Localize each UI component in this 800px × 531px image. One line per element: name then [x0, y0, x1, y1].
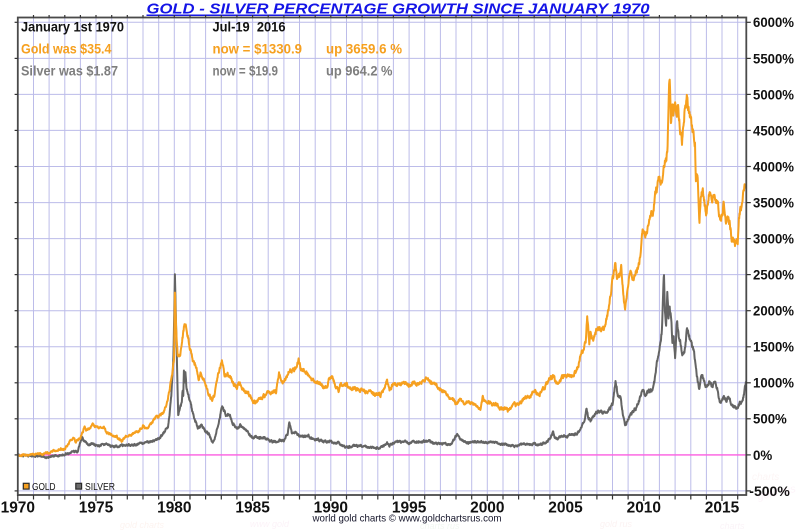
svg-text:charts: charts [752, 472, 779, 483]
svg-text:1985: 1985 [235, 500, 270, 517]
svg-text:3000%: 3000% [753, 232, 794, 247]
svg-text:1975: 1975 [79, 500, 114, 517]
svg-text:SILVER: SILVER [85, 482, 115, 493]
svg-text:0%: 0% [753, 448, 772, 463]
svg-text:2000: 2000 [470, 500, 504, 517]
svg-text:Jul-19 2016: Jul-19 2016 [213, 20, 286, 35]
svg-text:2000%: 2000% [753, 304, 794, 319]
svg-text:1980: 1980 [157, 500, 191, 517]
svg-text:2500%: 2500% [753, 268, 794, 283]
svg-text:www gold: www gold [250, 519, 290, 529]
svg-text:January 1st 1970: January 1st 1970 [21, 20, 124, 35]
svg-text:GOLD: GOLD [32, 482, 56, 493]
svg-text:1500%: 1500% [753, 340, 794, 355]
svg-text:charts: charts [720, 521, 745, 531]
svg-text:1970: 1970 [1, 500, 35, 517]
svg-text:charts rus: charts rus [420, 521, 460, 531]
svg-text:4000%: 4000% [753, 159, 794, 174]
svg-text:5500%: 5500% [753, 51, 794, 66]
svg-text:1990: 1990 [314, 500, 348, 517]
svg-text:3500%: 3500% [753, 196, 794, 211]
svg-text:6000%: 6000% [753, 15, 794, 30]
svg-text:2015: 2015 [705, 500, 740, 517]
svg-text:gold charts: gold charts [120, 520, 165, 530]
svg-text:1995: 1995 [392, 500, 427, 517]
svg-text:now = $19.9: now = $19.9 [213, 64, 279, 79]
svg-text:-500%: -500% [749, 484, 790, 499]
svg-text:Gold was $35.4: Gold was $35.4 [21, 42, 112, 57]
svg-text:gold rus: gold rus [600, 519, 633, 529]
svg-text:now = $1330.9: now = $1330.9 [213, 42, 303, 57]
svg-text:up 964.2 %: up 964.2 % [326, 64, 393, 79]
svg-text:2010: 2010 [627, 500, 661, 517]
svg-text:500%: 500% [753, 412, 787, 427]
svg-text:2005: 2005 [548, 500, 583, 517]
svg-text:4500%: 4500% [753, 123, 794, 138]
svg-text:GOLD - SILVER PERCENTAGE GROWT: GOLD - SILVER PERCENTAGE GROWTH SINCE JA… [147, 2, 651, 18]
svg-text:Silver was $1.87: Silver was $1.87 [21, 64, 118, 79]
svg-text:5000%: 5000% [753, 87, 794, 102]
svg-text:1000%: 1000% [753, 376, 794, 391]
svg-text:world gold charts © www.goldch: world gold charts © www.goldchartsrus.co… [312, 513, 502, 525]
svg-text:up 3659.6 %: up 3659.6 % [326, 42, 402, 57]
